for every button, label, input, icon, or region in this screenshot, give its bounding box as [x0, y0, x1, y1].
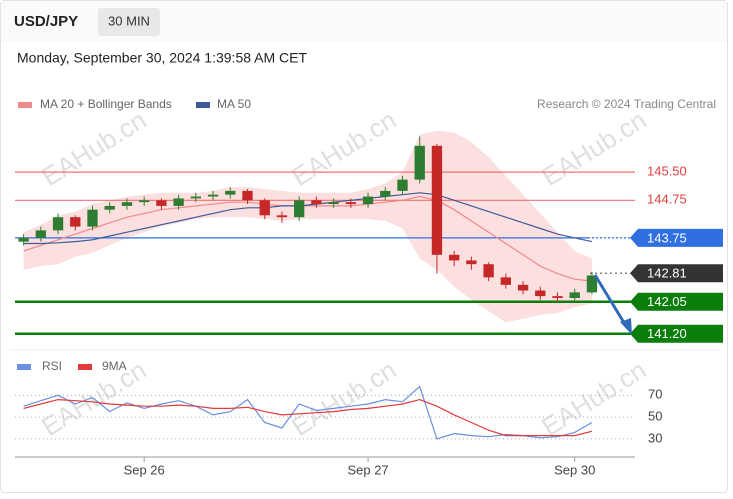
candle-body [535, 290, 546, 297]
candle-body [500, 277, 511, 285]
level-label-box [630, 324, 723, 343]
forecast-arrowhead [620, 318, 632, 335]
candle-body [362, 196, 374, 205]
level-label: 145.50 [647, 164, 687, 179]
candle-body [70, 217, 81, 227]
y-tick-label: 70 [648, 387, 662, 402]
candle-body [207, 194, 219, 197]
level-label-box [630, 264, 723, 283]
candle-body [466, 260, 477, 265]
forecast-arrow [593, 274, 628, 327]
level-label-box [630, 228, 723, 247]
x-tick-label: Sep 26 [124, 462, 165, 477]
candle-body [104, 205, 115, 210]
candle-body [586, 275, 598, 293]
candle-body [190, 196, 201, 199]
candle-body [431, 145, 443, 255]
candle-body [259, 200, 270, 216]
candle-body [517, 284, 529, 291]
level-label: 143.75 [647, 230, 687, 245]
legend-swatch [18, 102, 32, 108]
x-tick-label: Sep 30 [554, 462, 595, 477]
source: Research © 2024 Trading Central [537, 97, 716, 111]
candle-body [225, 190, 236, 195]
legend-label: 9MA [102, 359, 127, 373]
candle-body [139, 200, 150, 203]
x-tick-label: Sep 27 [347, 462, 388, 477]
candle-body [449, 254, 460, 261]
level-label: 142.05 [647, 294, 687, 309]
candle-body [345, 202, 356, 205]
level-label: 141.20 [647, 326, 687, 341]
candle-body [35, 230, 46, 238]
rsi-line [23, 398, 593, 437]
candle-body [52, 217, 64, 231]
y-tick-label: 30 [648, 430, 662, 445]
level-label-box [630, 292, 723, 311]
legend-label: RSI [42, 359, 62, 373]
bollinger-band [23, 130, 592, 323]
level-label: 142.81 [647, 266, 687, 281]
candle-body [380, 190, 391, 197]
ma-line [23, 195, 592, 282]
legend-label: MA 50 [217, 97, 251, 111]
candle-body [569, 292, 580, 299]
candle-body [483, 264, 494, 278]
level-label: 144.75 [647, 192, 687, 207]
timeframe-box[interactable] [98, 8, 160, 36]
timestamp: Monday, September 30, 2024 1:39:58 AM CE… [17, 50, 307, 66]
candle-body [242, 190, 253, 201]
y-tick-label: 50 [648, 409, 662, 424]
ma-line [23, 192, 593, 245]
candle-body [173, 198, 184, 206]
legend-swatch [17, 364, 31, 370]
candle-body [552, 296, 563, 299]
symbol: USD/JPY [14, 13, 78, 30]
candle-body [87, 209, 98, 227]
candle-body [121, 202, 133, 206]
candle-body [328, 202, 339, 205]
candle-body [311, 200, 322, 205]
candle-body [414, 145, 425, 180]
candle-body [294, 200, 305, 218]
legend-swatch [78, 364, 92, 370]
candle-body [18, 237, 29, 242]
timeframe[interactable]: 30 MIN [108, 13, 150, 28]
candle-body [397, 179, 408, 191]
candle-body [156, 200, 167, 206]
rsi-line [23, 385, 593, 440]
legend-swatch [196, 102, 210, 108]
candle-body [276, 215, 288, 218]
legend-label: MA 20 + Bollinger Bands [40, 97, 172, 111]
